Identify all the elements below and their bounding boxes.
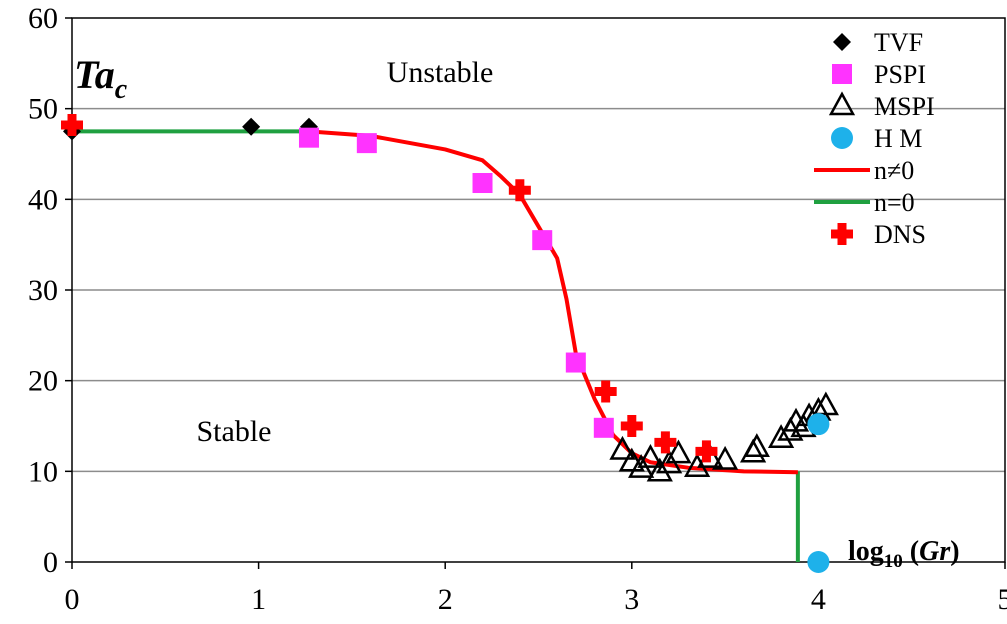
point-dns-3 bbox=[620, 415, 643, 437]
legend-item-n-eq-0: n=0 bbox=[814, 188, 915, 217]
x-tick-label-0: 0 bbox=[65, 583, 80, 616]
y-tick-label-50: 50 bbox=[28, 93, 58, 126]
x-axis-title: log10 (Gr) bbox=[848, 536, 960, 572]
series-tvf bbox=[63, 117, 318, 141]
y-tick-label-20: 20 bbox=[28, 365, 58, 398]
x-tick-label-3: 3 bbox=[624, 583, 639, 616]
series-pspi bbox=[298, 127, 614, 438]
point-mspi-1 bbox=[618, 447, 645, 472]
y-tick-label-30: 30 bbox=[28, 274, 58, 307]
legend-label-hm: H M bbox=[874, 124, 922, 153]
x-axis-title-sub: 10 bbox=[884, 551, 903, 572]
annotation-unstable: Unstable bbox=[387, 56, 494, 89]
point-hm-1 bbox=[807, 551, 830, 573]
legend-swatch-tvf bbox=[833, 33, 851, 51]
y-axis-title-main: Ta bbox=[74, 52, 115, 97]
point-mspi-12 bbox=[767, 424, 795, 448]
point-tvf-1 bbox=[242, 117, 261, 136]
point-pspi-1 bbox=[356, 133, 377, 154]
x-tick-label-4: 4 bbox=[811, 583, 826, 616]
y-axis-title: Tac bbox=[74, 52, 128, 105]
y-axis-title-sub: c bbox=[115, 74, 128, 105]
x-axis-title-prefix: log bbox=[848, 536, 884, 567]
point-dns-4 bbox=[654, 431, 677, 454]
x-axis-title-suffix: ) bbox=[950, 536, 959, 567]
legend-label-pspi: PSPI bbox=[874, 60, 926, 89]
point-pspi-3 bbox=[532, 230, 553, 251]
legend-item-tvf: TVF bbox=[833, 28, 923, 57]
point-dns-5 bbox=[695, 440, 718, 463]
legend-item-mspi: MSPI bbox=[828, 91, 935, 121]
point-dns-1 bbox=[508, 179, 531, 202]
y-tick-label-0: 0 bbox=[43, 546, 58, 579]
series-layer bbox=[61, 113, 839, 573]
y-tick-label-40: 40 bbox=[28, 183, 58, 216]
annotation-stable: Stable bbox=[197, 415, 272, 448]
legend-item-pspi: PSPI bbox=[832, 60, 926, 89]
point-mspi-18 bbox=[812, 391, 839, 416]
y-axis-ticks: 0 10 20 30 40 50 60 bbox=[28, 2, 72, 579]
x-tick-label-2: 2 bbox=[438, 583, 453, 616]
y-tick-label-60: 60 bbox=[28, 2, 58, 35]
point-mspi-9 bbox=[711, 445, 739, 470]
legend-item-n-ne-0: n≠0 bbox=[814, 156, 914, 185]
point-mspi-3 bbox=[637, 444, 664, 468]
point-mspi-0 bbox=[609, 435, 636, 460]
x-tick-label-1: 1 bbox=[251, 583, 266, 616]
legend-label-dns: DNS bbox=[874, 220, 926, 249]
series-n-ne-0 bbox=[308, 129, 798, 475]
legend-label-tvf: TVF bbox=[874, 28, 923, 57]
point-pspi-0 bbox=[298, 127, 319, 148]
x-axis-title-var: Gr bbox=[919, 536, 951, 567]
legend-label-n-ne-0: n≠0 bbox=[874, 156, 914, 185]
point-pspi-4 bbox=[565, 352, 586, 373]
series-hm bbox=[807, 413, 830, 573]
line-n-ne-0-0 bbox=[308, 129, 798, 475]
point-dns-2 bbox=[594, 380, 617, 403]
legend-item-hm: H M bbox=[831, 124, 922, 153]
point-hm-0 bbox=[807, 413, 830, 436]
x-axis-ticks: 0 1 2 3 4 5 bbox=[65, 562, 1007, 616]
point-pspi-5 bbox=[593, 417, 614, 438]
gridlines bbox=[72, 107, 1005, 473]
legend-swatch-mspi bbox=[828, 91, 856, 116]
series-mspi bbox=[609, 391, 839, 482]
point-mspi-4 bbox=[646, 457, 673, 482]
x-tick-label-5: 5 bbox=[998, 583, 1007, 616]
legend-swatch-dns bbox=[831, 223, 853, 245]
point-pspi-2 bbox=[472, 173, 493, 194]
point-mspi-6 bbox=[665, 439, 692, 464]
legend-swatch-pspi bbox=[832, 64, 852, 84]
series-n-eq-0 bbox=[72, 129, 800, 562]
legend-label-n-eq-0: n=0 bbox=[874, 188, 915, 217]
legend-label-mspi: MSPI bbox=[874, 92, 935, 121]
legend: TVF PSPI MSPI H M n≠0 n=0 DNS bbox=[814, 28, 935, 249]
legend-item-dns: DNS bbox=[831, 220, 926, 249]
y-tick-label-10: 10 bbox=[28, 455, 58, 488]
series-dns bbox=[61, 113, 718, 463]
legend-swatch-hm bbox=[831, 127, 853, 149]
point-mspi-11 bbox=[743, 433, 770, 458]
x-axis-title-mid: ( bbox=[903, 536, 919, 567]
point-dns-0 bbox=[61, 113, 83, 136]
